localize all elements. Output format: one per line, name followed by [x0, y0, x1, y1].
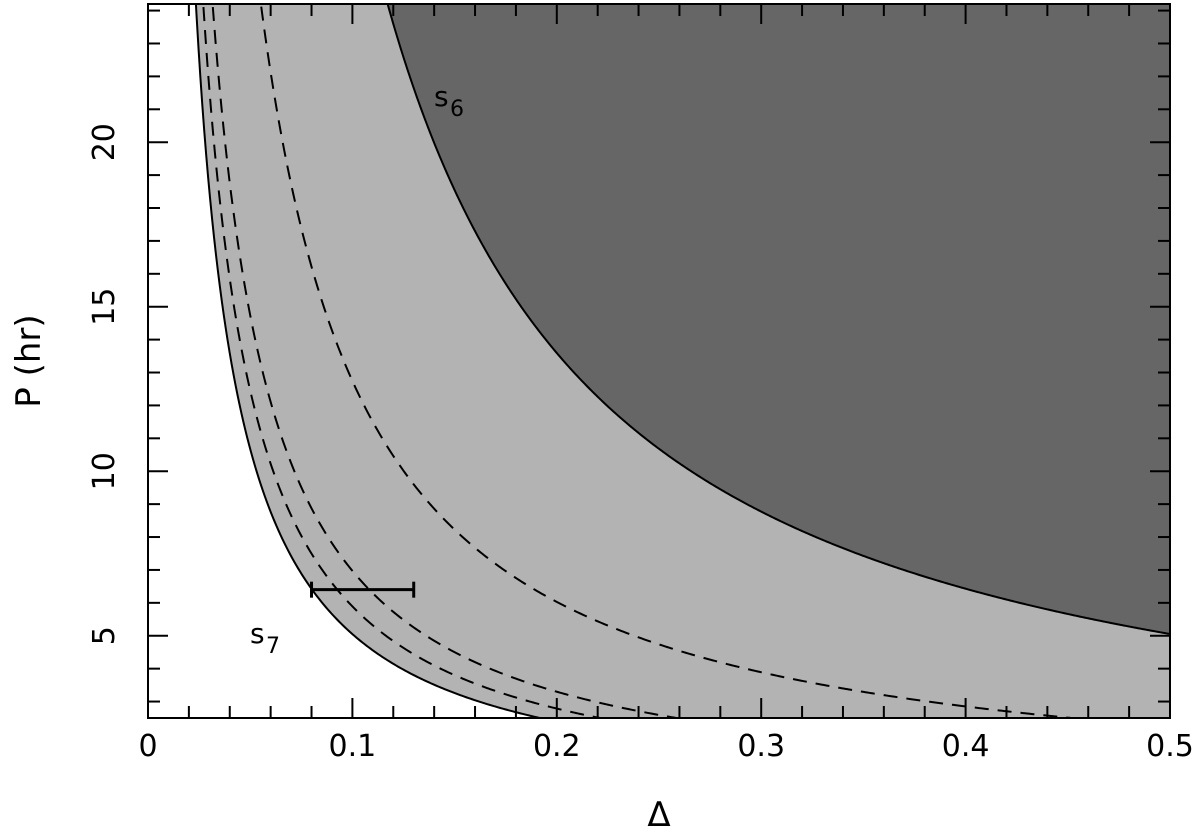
s6-label: s 6 [434, 80, 464, 122]
s7-label-subscript: 7 [266, 634, 280, 659]
x-tick-label: 0 [138, 729, 157, 764]
s6-label-subscript: 6 [450, 97, 464, 122]
error-bar [310, 581, 416, 598]
y-tick-label: 15 [87, 288, 122, 326]
curve-1 [194, 4, 545, 718]
y-tick-label: 5 [87, 626, 122, 645]
ticks [148, 4, 1170, 718]
curve-5 [386, 4, 1170, 635]
x-tick-label: 0.3 [737, 729, 785, 764]
s7-label-main: s [250, 617, 265, 650]
x-tick-label: 0.1 [329, 729, 377, 764]
x-tick-label: 0.5 [1146, 729, 1194, 764]
x-tick-label: 0.4 [942, 729, 990, 764]
curves [194, 4, 1170, 718]
x-tick-label: 0.2 [533, 729, 581, 764]
s7-label: s 7 [250, 617, 280, 659]
x-axis-title: Δ [647, 795, 670, 831]
s6-label-main: s [434, 80, 449, 113]
y-tick-label: 20 [87, 123, 122, 161]
dark-region [387, 4, 1170, 635]
curve-4 [259, 4, 1083, 718]
plot-frame [147, 3, 1171, 719]
y-tick-label: 10 [87, 452, 122, 490]
tick-labels: 0 0.1 0.2 0.3 0.4 0.5 5 10 15 20 [87, 123, 1194, 764]
y-axis-title: P (hr) [9, 314, 49, 407]
